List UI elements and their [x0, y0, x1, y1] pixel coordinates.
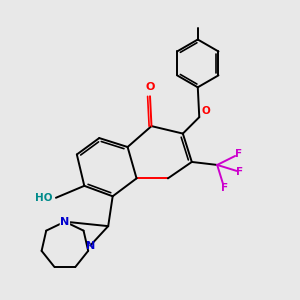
- Text: HO: HO: [35, 193, 52, 203]
- Text: F: F: [236, 167, 244, 177]
- Text: O: O: [202, 106, 210, 116]
- Text: N: N: [86, 241, 95, 250]
- Text: F: F: [221, 183, 228, 193]
- Text: N: N: [60, 217, 70, 227]
- Text: O: O: [145, 82, 155, 92]
- Text: F: F: [235, 149, 242, 159]
